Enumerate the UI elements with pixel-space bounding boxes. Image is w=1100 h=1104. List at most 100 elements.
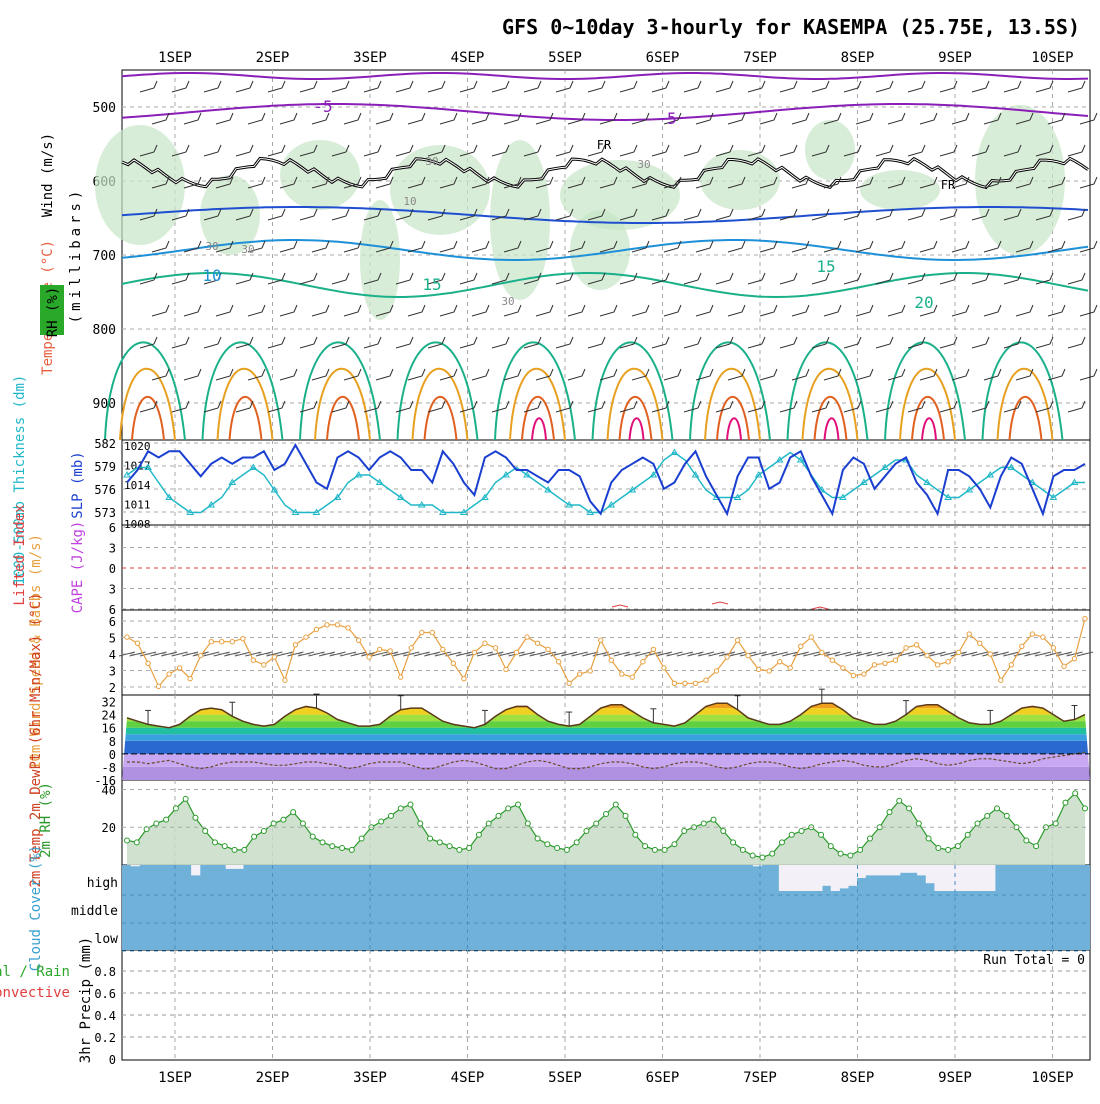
rh2m-point <box>681 828 688 834</box>
rh2m-point <box>945 846 952 853</box>
ylabel-precip-conv: Convective <box>0 985 70 1001</box>
rh-tick: 20 <box>102 821 116 835</box>
wind-barb <box>1047 119 1063 125</box>
wind-barb-flag <box>249 80 254 89</box>
wind-barb-flag <box>729 144 734 153</box>
contour-label: 30 <box>241 243 254 256</box>
wind-barb-flag <box>697 400 702 409</box>
wind10-point <box>808 634 814 640</box>
wind-barb <box>427 151 443 157</box>
wind-barb <box>843 215 859 221</box>
wind-barb <box>599 311 615 317</box>
wind-barb <box>267 215 283 221</box>
wind-barb <box>395 215 411 221</box>
wind-barb-flag <box>505 80 510 89</box>
contour-label: 20 <box>914 293 933 312</box>
wind-barb <box>951 311 967 317</box>
contour-20 <box>396 341 479 441</box>
wind-barb-flag <box>153 272 158 281</box>
wind-barb <box>523 407 539 413</box>
rh2m-point <box>1072 790 1079 797</box>
rh2m-point <box>221 843 228 850</box>
wind-barb <box>791 311 807 317</box>
wind10-point <box>240 635 246 642</box>
temp-tick: 8 <box>109 735 116 749</box>
wind10-point <box>745 652 751 659</box>
wind10-barb <box>276 651 294 657</box>
wind-barb-flag <box>997 112 1002 121</box>
wind10-barb <box>571 651 588 657</box>
wind-barb-flag <box>709 176 714 185</box>
wind-barb-flag <box>569 336 574 345</box>
wind-barb-flag <box>1093 240 1098 249</box>
wind-barb-flag <box>665 144 670 153</box>
wind-barb-flag <box>793 400 798 409</box>
wind10-point <box>998 677 1004 683</box>
wind-barb <box>919 375 935 381</box>
wind10-point <box>640 659 646 665</box>
wind-barb <box>683 407 699 413</box>
wind-barb <box>1035 407 1051 413</box>
y-axis-labels: Wind (m/s) Temperature (°C) (millibars) … <box>0 133 94 1063</box>
rh2m-point <box>886 809 893 816</box>
wind-barb-flag <box>677 240 682 249</box>
wind-tick: 4 <box>109 648 116 662</box>
wind-barb <box>855 311 871 317</box>
wind-barb <box>1079 247 1095 253</box>
wind-barb <box>939 407 955 413</box>
wind-barb <box>1079 311 1095 317</box>
thickness-point <box>628 486 637 493</box>
wind-barb <box>887 247 903 253</box>
wind-barb-flag <box>217 272 222 281</box>
wind-barb-flag <box>633 272 638 281</box>
wind10-barb <box>803 651 820 657</box>
wind-barb-flag <box>505 336 510 345</box>
wind-barb <box>459 279 475 285</box>
wind-barb-flag <box>633 400 638 409</box>
wind10-point <box>1019 643 1025 650</box>
wind-barb <box>811 279 827 285</box>
wind-barb <box>171 279 187 285</box>
wind-barb-flag <box>741 112 746 121</box>
wind-barb-flag <box>709 240 714 249</box>
wind-barb-flag <box>741 304 746 313</box>
li-tick: 6 <box>109 521 116 535</box>
rh2m-point <box>475 831 482 838</box>
rh2m-point <box>495 812 502 819</box>
wind-barb <box>491 407 507 413</box>
wind-barb-flag <box>537 208 542 217</box>
wind-barb <box>747 87 763 93</box>
wind-barb <box>567 311 583 317</box>
dewpt2m-line <box>127 751 1086 770</box>
rh2m-point <box>866 835 873 842</box>
wind-barb-flag <box>965 240 970 249</box>
wind-barb-flag <box>761 336 766 345</box>
wind-barb <box>407 247 423 253</box>
rh2m-point <box>544 841 551 848</box>
wind-barb-flag <box>613 368 618 377</box>
rh-shading <box>805 120 855 180</box>
rh2m-point <box>788 831 795 838</box>
wind10-point <box>355 637 362 643</box>
wind-barb-flag <box>805 304 810 313</box>
wind-barb-flag <box>805 112 810 121</box>
wind-barb-flag <box>953 208 958 217</box>
wind-barb-flag <box>805 176 810 185</box>
wind-barb-flag <box>581 368 586 377</box>
temp2m-line <box>126 702 1086 729</box>
wind10-point <box>629 674 636 680</box>
wind10-point <box>1061 663 1067 670</box>
temp-band <box>122 708 1090 715</box>
wind-barb-flag <box>421 112 426 121</box>
wind-barb-flag <box>249 208 254 217</box>
cloud-high-bar <box>839 865 849 889</box>
cloud-level-label: low <box>95 932 119 947</box>
wind-barb-flag <box>921 400 926 409</box>
rh2m-point <box>378 818 385 825</box>
wind-barb <box>951 247 967 253</box>
slp-thickness-panel: 582 579 576 573 1020 1017 1014 1011 1008 <box>94 437 1090 531</box>
cloud-level-label: high <box>87 876 118 891</box>
rh2m-point <box>847 852 854 859</box>
wind-barb-flag <box>869 176 874 185</box>
wind-barb <box>343 375 359 381</box>
